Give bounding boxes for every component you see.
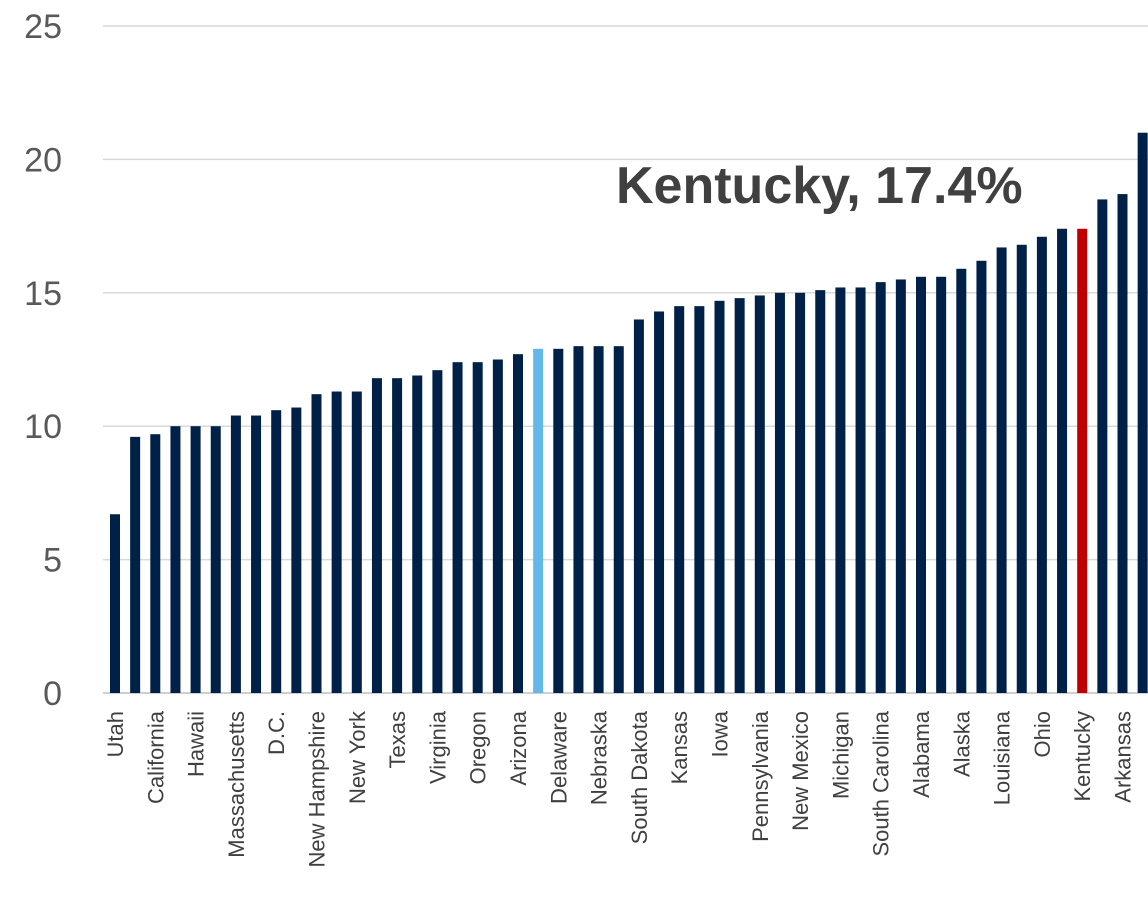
x-tick-label: Louisiana — [990, 710, 1015, 805]
bar-kentucky — [1077, 228, 1088, 693]
bar — [371, 378, 382, 693]
bar — [311, 394, 322, 693]
bar — [210, 426, 221, 693]
bar — [573, 346, 584, 693]
x-tick-label: New York — [345, 710, 370, 804]
x-tick-label: Delaware — [546, 711, 571, 804]
bar — [795, 292, 806, 693]
bar — [271, 410, 282, 693]
bar — [230, 415, 241, 693]
bar-highlight-national — [533, 348, 544, 693]
bar — [654, 311, 665, 693]
bar — [351, 391, 362, 693]
bar — [976, 260, 987, 693]
x-tick-label: Kansas — [667, 711, 692, 784]
x-tick-label: Arizona — [506, 710, 531, 785]
x-tick-label: Ohio — [1030, 711, 1055, 757]
x-tick-label: Oregon — [466, 711, 491, 784]
bar — [593, 346, 604, 693]
x-tick-label: Hawaii — [184, 711, 209, 777]
bars — [110, 132, 1148, 694]
y-tick-label: 10 — [24, 408, 62, 446]
bar — [916, 276, 926, 693]
x-axis-ticks: Utah California Hawaii Massachusetts D.C. New… — [103, 710, 1136, 867]
x-tick-label: Michigan — [828, 711, 853, 799]
x-tick-label: South Dakota — [627, 710, 652, 844]
bar — [1036, 236, 1047, 693]
bar — [412, 375, 423, 693]
bar — [170, 426, 181, 693]
bar — [110, 514, 120, 693]
x-tick-label: Kentucky — [1070, 711, 1095, 802]
bar — [472, 362, 483, 693]
x-tick-label: New Hampshire — [305, 711, 330, 868]
bar — [835, 287, 846, 693]
x-tick-label: Massachusetts — [224, 711, 249, 858]
y-tick-label: 5 — [43, 542, 62, 580]
bar — [251, 415, 262, 693]
y-axis-ticks: 0 5 10 15 20 25 — [24, 8, 62, 713]
bar — [1137, 132, 1148, 694]
bar — [291, 407, 302, 693]
x-tick-label: Virginia — [425, 710, 450, 784]
y-tick-label: 15 — [24, 275, 62, 313]
bar — [130, 436, 141, 693]
y-tick-label: 25 — [24, 8, 62, 46]
bar — [150, 434, 161, 693]
bar — [392, 378, 403, 693]
bar — [492, 359, 503, 693]
bar — [694, 306, 705, 693]
bar — [815, 290, 826, 693]
bar — [452, 362, 463, 693]
x-tick-label: Arkansas — [1111, 711, 1136, 803]
bar — [714, 300, 725, 693]
x-tick-label: Alaska — [949, 710, 974, 777]
x-tick-label: California — [143, 710, 168, 804]
bar — [613, 346, 624, 693]
bar — [956, 268, 967, 693]
x-tick-label: Utah — [103, 711, 128, 757]
x-tick-label: D.C. — [264, 711, 289, 755]
bar — [432, 370, 443, 693]
bar — [754, 295, 765, 693]
x-tick-label: New Mexico — [788, 711, 813, 831]
bar — [190, 426, 201, 693]
bar — [1057, 228, 1068, 693]
x-tick-label: Iowa — [708, 710, 733, 757]
x-tick-label: South Carolina — [869, 710, 894, 856]
bar — [513, 354, 523, 693]
bar — [996, 247, 1007, 693]
bar — [1117, 194, 1128, 694]
bar — [331, 391, 342, 693]
bar — [1016, 244, 1027, 693]
bar — [553, 348, 564, 693]
bar — [895, 279, 906, 693]
bar — [674, 306, 685, 693]
x-tick-label: Pennsylvania — [748, 710, 773, 842]
bar — [734, 298, 745, 693]
bar — [633, 319, 644, 693]
x-tick-label: Alabama — [909, 710, 934, 798]
bar — [936, 276, 947, 693]
x-tick-label: Texas — [385, 711, 410, 768]
y-tick-label: 0 — [43, 675, 62, 713]
bar — [774, 292, 785, 693]
x-tick-label: Nebraska — [587, 710, 612, 805]
y-tick-label: 20 — [24, 141, 62, 179]
bar — [875, 282, 886, 693]
bar — [1097, 199, 1108, 694]
bar — [855, 287, 866, 693]
kentucky-annotation: Kentucky, 17.4% — [616, 157, 1023, 215]
